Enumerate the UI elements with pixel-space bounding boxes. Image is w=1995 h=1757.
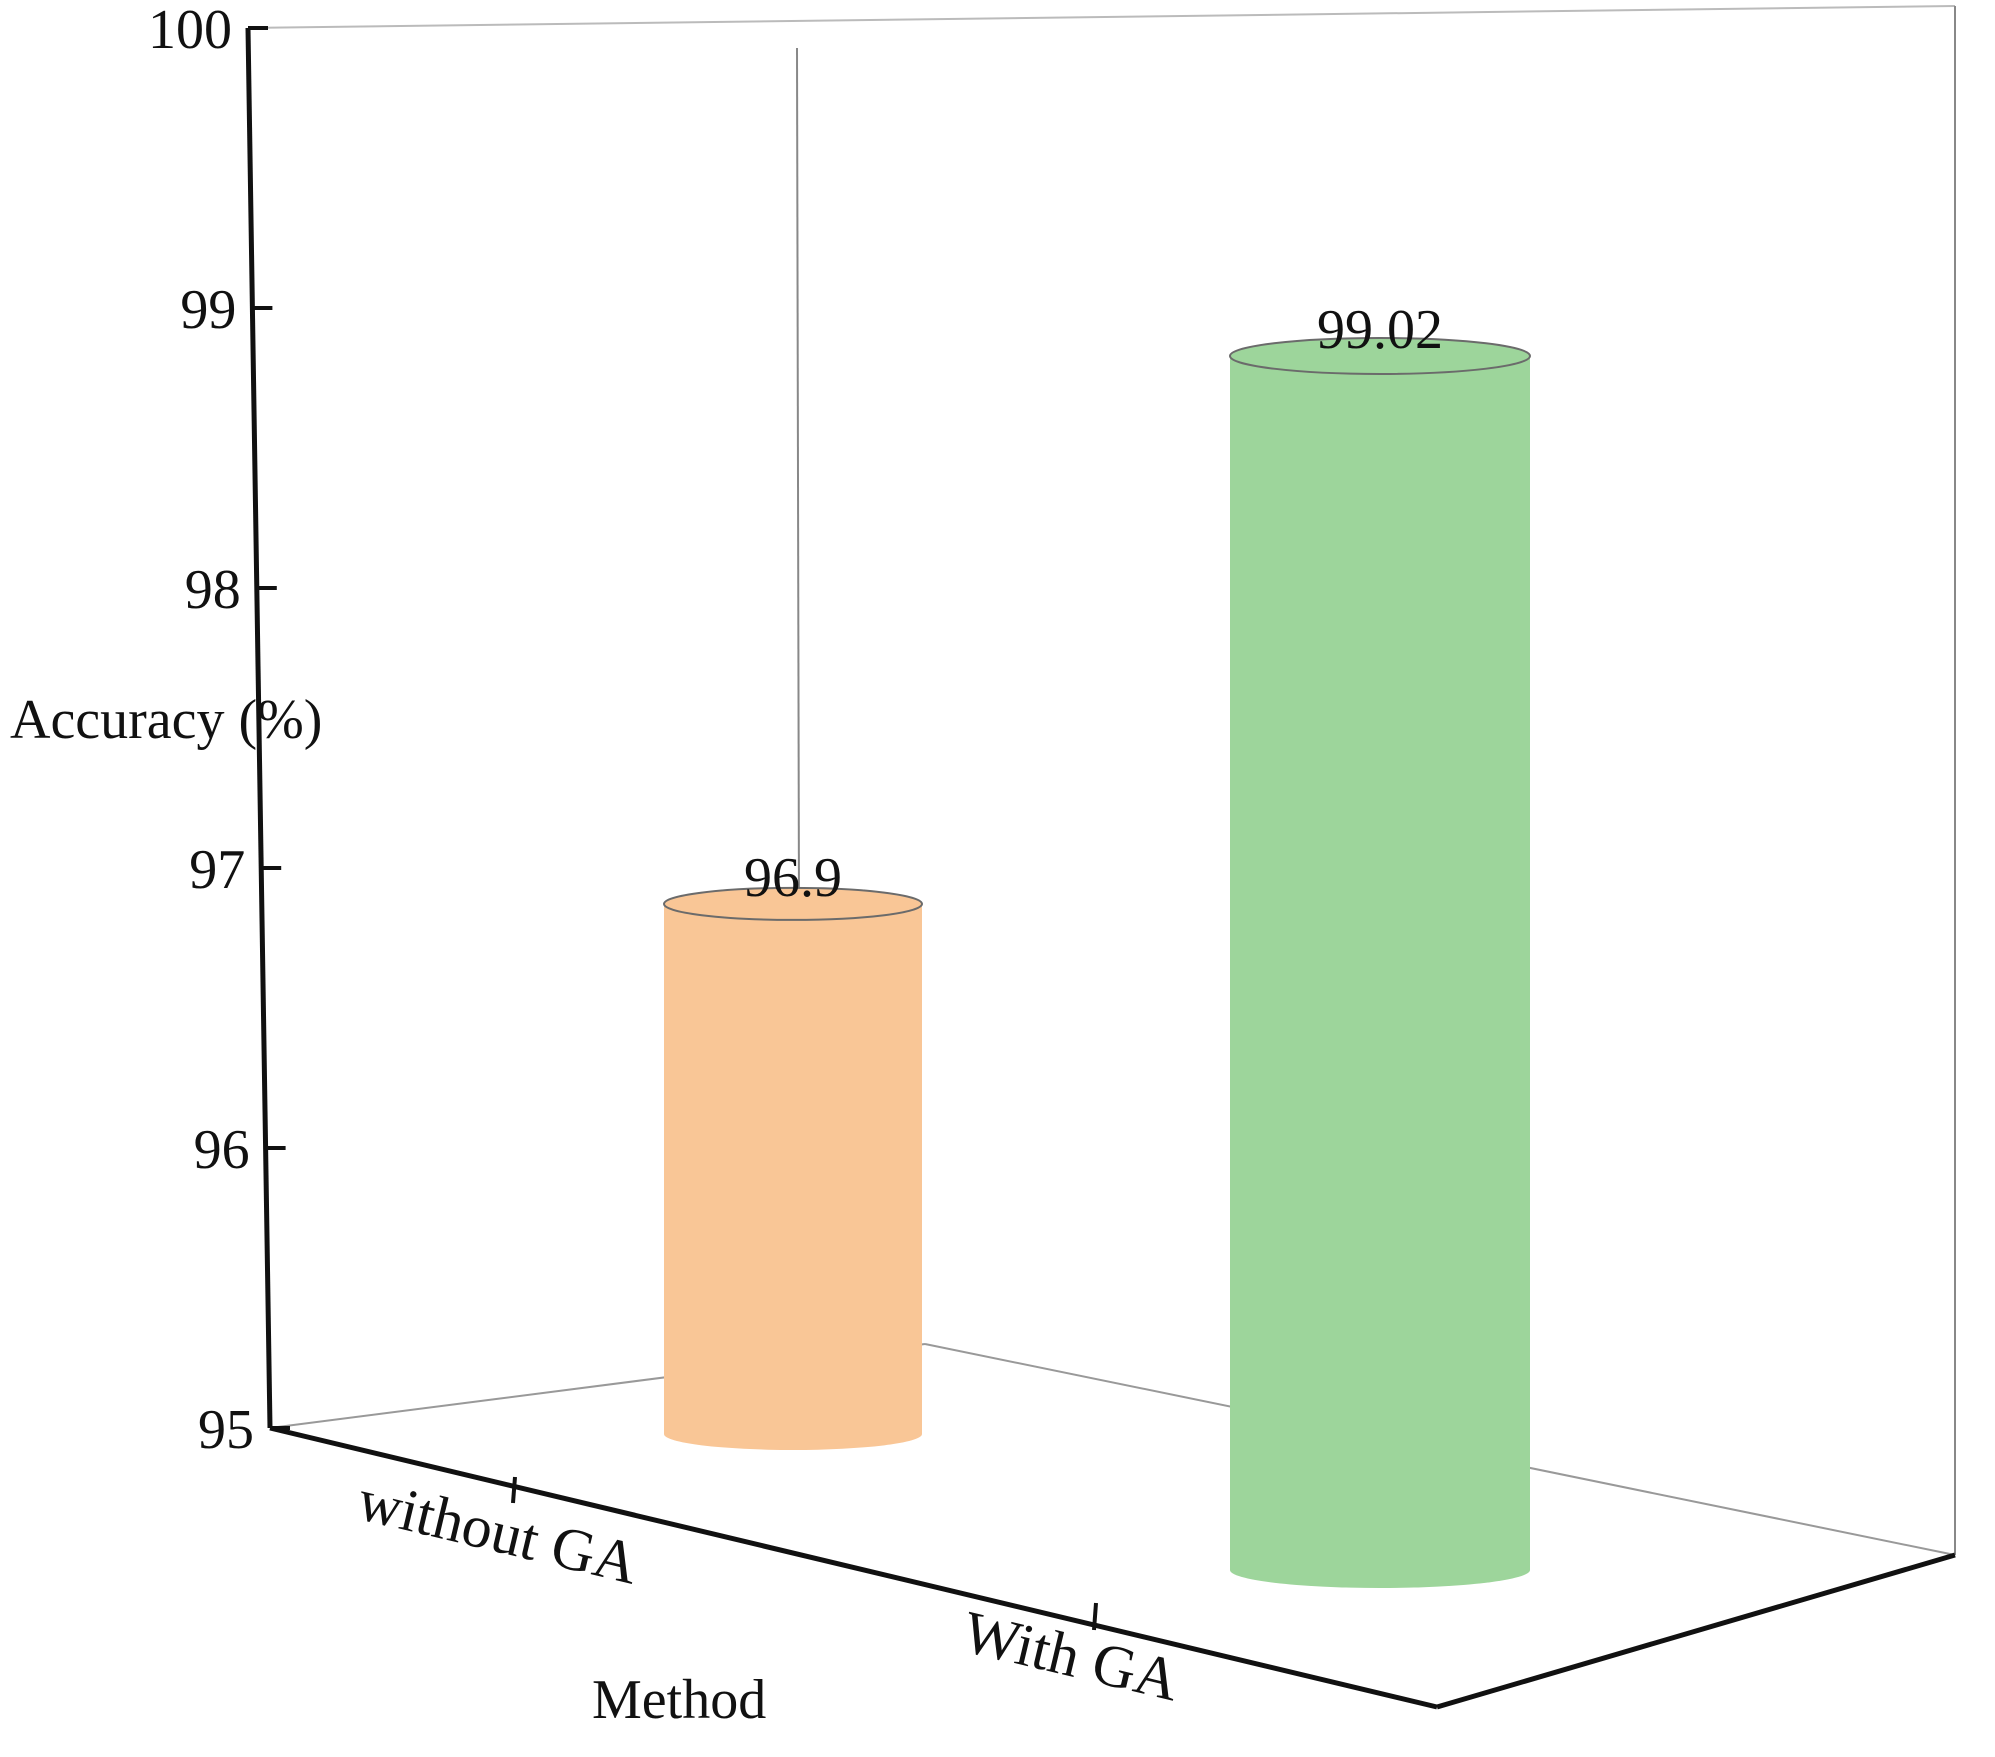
y-tick-label: 95 — [198, 1399, 254, 1461]
floor-front-left-edge — [269, 1425, 1438, 1710]
y-tick-label: 100 — [148, 0, 232, 61]
data-label: 96.9 — [744, 847, 842, 909]
bars: 96.9 99.02 — [663, 299, 1531, 1589]
back-top-edge — [247, 5, 1956, 29]
x-tick-mark — [1092, 1602, 1098, 1631]
y-axis-line — [245, 27, 273, 1429]
data-label: 99.02 — [1317, 299, 1443, 361]
y-axis-title: Accuracy (%) — [10, 689, 322, 751]
bar-top — [663, 886, 923, 921]
x-axis-categories: without GA With GA — [352, 1466, 1186, 1713]
x-tick-mark — [511, 1476, 517, 1504]
chart-frame — [245, 5, 1956, 1710]
bar-body — [1230, 355, 1530, 1589]
y-tick-label: 98 — [185, 559, 241, 621]
y-tick-label: 97 — [189, 839, 245, 901]
y-tick-label: 96 — [194, 1119, 250, 1181]
floor-front-right-edge — [1436, 1552, 1956, 1710]
bar: 99.02 — [1229, 299, 1531, 1589]
x-axis-title: Method — [592, 1669, 766, 1731]
x-tick-label: without GA — [352, 1466, 645, 1596]
y-tick-label: 99 — [180, 279, 236, 341]
y-axis-ticks: 95 96 97 98 99 100 — [148, 0, 290, 1461]
bar: 96.9 — [663, 847, 923, 1450]
x-tick-label: With GA — [957, 1598, 1186, 1713]
bar-body — [664, 903, 922, 1450]
bar-top — [1229, 336, 1531, 375]
